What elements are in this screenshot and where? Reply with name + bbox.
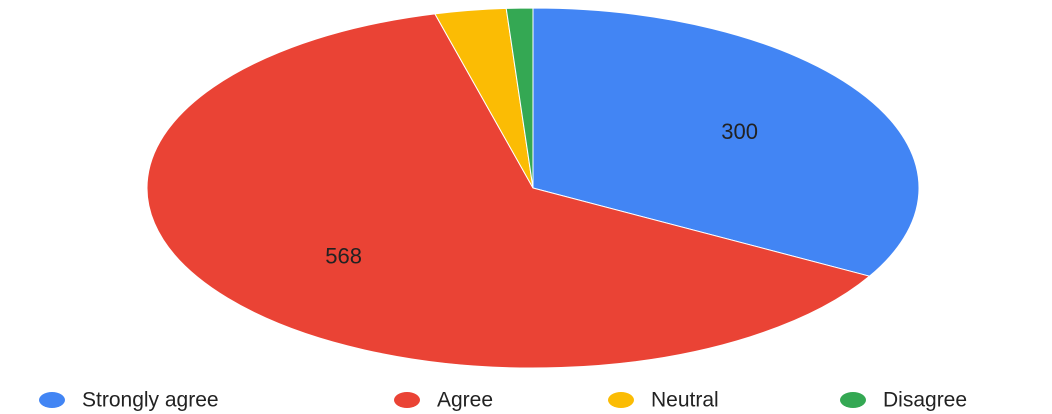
pie-slice-strongly-agree [532,7,920,277]
pie-slices [146,7,920,369]
legend-label-strongly-agree: Strongly agree [82,389,219,412]
legend-label-neutral: Neutral [651,389,719,412]
pie-data-labels: 300 568 [325,119,758,269]
data-label-strongly-agree: 300 [721,119,758,144]
legend-item-agree: Agree [394,389,493,412]
legend: Strongly agree Agree Neutral Disagree [39,389,967,412]
legend-label-disagree: Disagree [883,389,967,412]
pie-slice-disagree [505,7,534,189]
legend-marker-neutral [608,392,634,408]
data-label-agree: 568 [325,244,362,269]
legend-marker-agree [394,392,420,408]
legend-marker-disagree [840,392,866,408]
legend-item-neutral: Neutral [608,389,719,412]
legend-marker-strongly-agree [39,392,65,408]
legend-item-strongly-agree: Strongly agree [39,389,219,412]
legend-item-disagree: Disagree [840,389,967,412]
pie-slice-agree [146,13,871,369]
legend-label-agree: Agree [437,389,493,412]
